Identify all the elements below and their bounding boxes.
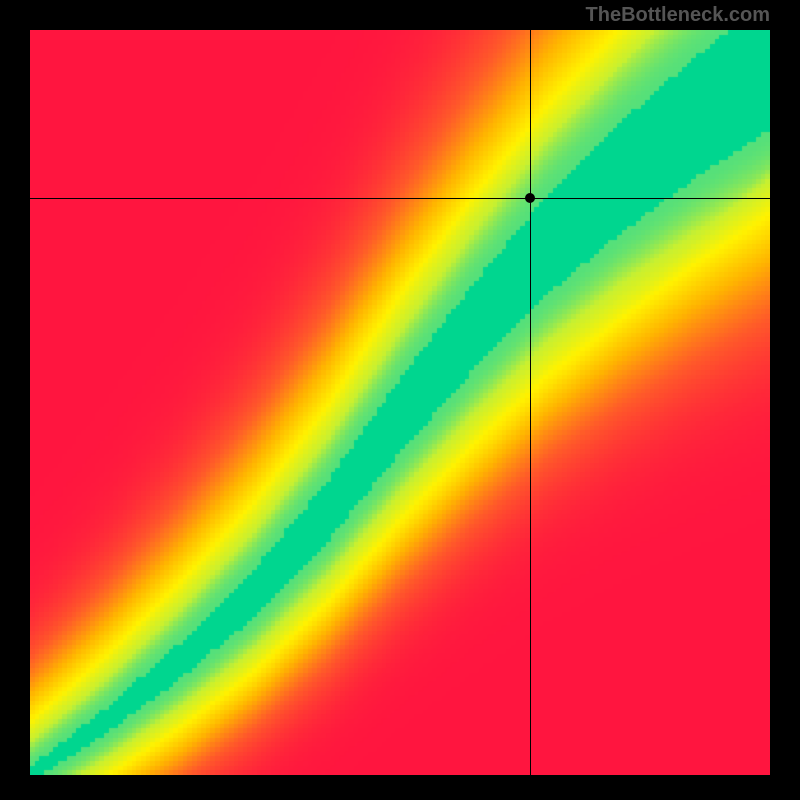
- heatmap-canvas: [30, 30, 770, 775]
- crosshair-marker: [525, 193, 535, 203]
- watermark-text: TheBottleneck.com: [586, 4, 770, 27]
- crosshair-vertical: [530, 30, 531, 775]
- chart-container: TheBottleneck.com: [0, 0, 800, 800]
- crosshair-horizontal: [30, 198, 770, 199]
